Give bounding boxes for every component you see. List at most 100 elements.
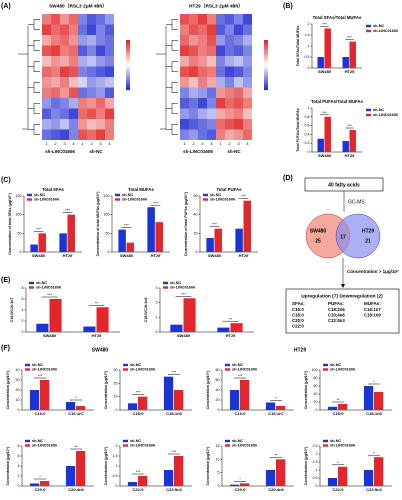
heatmap-cell bbox=[78, 77, 87, 88]
heatmap-cell bbox=[243, 45, 252, 56]
chart-title: Total SFAs/Total MUFAs bbox=[313, 15, 362, 20]
chart-title: Total PUFAs bbox=[217, 187, 243, 192]
heatmap-cell bbox=[96, 24, 105, 35]
legend-label: sh-LINC01606 bbox=[232, 444, 257, 448]
heatmap-cell bbox=[198, 24, 207, 35]
column-label: 4 bbox=[246, 141, 249, 146]
group-label: sh-LINC01606 bbox=[45, 149, 75, 154]
y-tick-label: 1 bbox=[308, 44, 310, 48]
heatmap-cell bbox=[243, 77, 252, 88]
heatmap-cell bbox=[105, 35, 114, 46]
y-tick-label: 0.4 bbox=[305, 132, 310, 136]
significance: *** bbox=[124, 223, 129, 228]
significance: * bbox=[373, 450, 375, 455]
legend-label: sh-NC bbox=[122, 193, 133, 197]
bar bbox=[30, 244, 38, 252]
dendrogram bbox=[28, 61, 40, 72]
heatmap-cell bbox=[87, 45, 96, 56]
colorbar bbox=[126, 72, 130, 76]
heatmap-cell bbox=[225, 24, 234, 35]
colorbar bbox=[264, 77, 268, 81]
legend-swatch bbox=[115, 193, 120, 197]
heatmap-cell bbox=[60, 108, 69, 119]
heatmap-cell bbox=[78, 108, 87, 119]
heatmap-cell bbox=[207, 108, 216, 119]
legend-swatch bbox=[225, 363, 230, 367]
legend-label: sh-NC bbox=[373, 108, 384, 112]
x-tick-label: C20:4n6 bbox=[268, 487, 284, 492]
heatmap-cell bbox=[207, 98, 216, 109]
heatmap-cell bbox=[105, 66, 114, 77]
arrow-head bbox=[341, 284, 345, 288]
x-tick-label: C20:0 bbox=[35, 487, 47, 492]
heatmap-cell bbox=[198, 77, 207, 88]
heatmap-cell bbox=[105, 129, 114, 140]
legend-label: sh-LINC01606 bbox=[373, 29, 398, 33]
column-label: 3 bbox=[63, 141, 66, 146]
y-tick-label: 2 bbox=[308, 22, 310, 26]
y-tick-label: 20 bbox=[16, 388, 20, 392]
y-tick-label: 2 bbox=[316, 452, 318, 456]
bar bbox=[38, 233, 46, 252]
x-tick-label: SW480 bbox=[177, 333, 191, 338]
heatmap-cell bbox=[42, 129, 51, 140]
heatmap-cell bbox=[207, 77, 216, 88]
colorbar bbox=[126, 77, 130, 81]
colorbar bbox=[264, 45, 268, 48]
legend-swatch bbox=[323, 444, 328, 447]
legend-label: sh-NC bbox=[330, 439, 341, 443]
heatmap-cell bbox=[225, 14, 234, 25]
bar bbox=[349, 41, 356, 68]
heatmap-cell bbox=[87, 119, 96, 130]
heatmap-cell bbox=[42, 14, 51, 25]
y-tick-label: 20 bbox=[314, 400, 318, 404]
bar bbox=[265, 470, 276, 486]
heatmap-cell bbox=[198, 108, 207, 119]
heatmap-cell bbox=[243, 108, 252, 119]
bar bbox=[163, 470, 174, 486]
x-tick-label: C16:0 bbox=[235, 411, 247, 416]
heatmap-cell bbox=[87, 66, 96, 77]
legend-label: sh-LINC01606 bbox=[330, 444, 355, 448]
significance: ** bbox=[74, 444, 78, 449]
heatmap-cell bbox=[69, 77, 78, 88]
y-tick-label: 50 bbox=[18, 231, 22, 235]
bar bbox=[214, 228, 222, 252]
legend-label: sh-NC bbox=[373, 24, 384, 28]
x-tick-label: C18:0 bbox=[133, 411, 145, 416]
y-tick-label: 2 bbox=[156, 301, 158, 305]
heatmap-title: HT29（RSL3 2μM 48h） bbox=[189, 3, 243, 9]
legend-label: sh-LINC01606 bbox=[130, 368, 155, 372]
legend-label: sh-LINC01606 bbox=[36, 286, 61, 290]
legend-swatch bbox=[225, 444, 230, 447]
y-axis-label: Concentration of total MUFAs (μg/10⁷) bbox=[96, 191, 100, 257]
bar bbox=[76, 406, 86, 410]
dendrogram bbox=[18, 26, 29, 130]
x-tick-label: C20:4n6 bbox=[68, 487, 84, 492]
heatmap-cell bbox=[105, 77, 114, 88]
y-tick-label: 0.8 bbox=[305, 115, 310, 119]
class-item: C22:0 bbox=[292, 324, 304, 329]
heatmap-cell bbox=[87, 98, 96, 109]
heatmap-cell bbox=[189, 35, 198, 46]
heatmap-cell bbox=[234, 98, 243, 109]
bar bbox=[127, 482, 138, 486]
colorbar bbox=[264, 85, 268, 88]
heatmap-cell bbox=[69, 14, 78, 25]
legend-swatch bbox=[225, 368, 230, 371]
legend-swatch bbox=[123, 368, 128, 371]
heatmap-cell bbox=[234, 45, 243, 56]
legend-label: sh-NC bbox=[130, 439, 141, 443]
group-label: sh-NC bbox=[227, 149, 241, 154]
y-tick-label: 0 bbox=[308, 150, 310, 154]
heatmap-cell bbox=[180, 35, 189, 46]
y-axis-label: Concentration (μg/10⁷) bbox=[206, 446, 210, 485]
heatmap-cell bbox=[189, 119, 198, 130]
y-axis-label: Concentration (μg/10⁷) bbox=[6, 370, 10, 409]
colorbar bbox=[264, 75, 268, 78]
heatmap-cell bbox=[60, 45, 69, 56]
significance: ** bbox=[95, 300, 99, 305]
legend-swatch bbox=[25, 439, 30, 443]
bar bbox=[49, 299, 62, 332]
